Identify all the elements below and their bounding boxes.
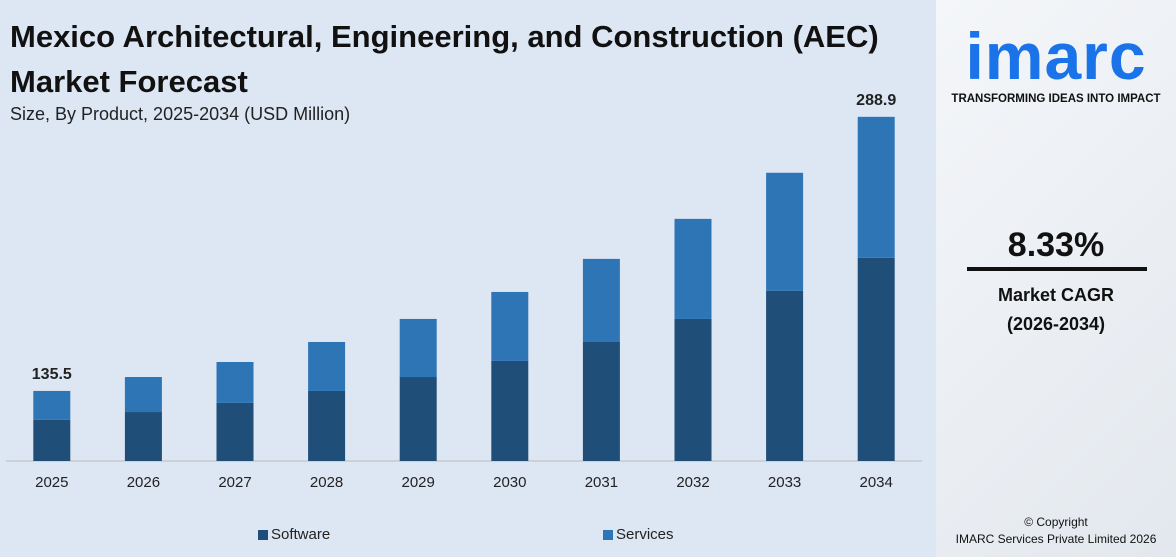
total-label: 135.5 [32,366,72,383]
legend-swatch [258,530,268,540]
cagr-label: Market CAGR [997,285,1115,305]
x-tick-label: 2026 [127,474,160,491]
x-tick-label: 2033 [768,474,801,491]
bar-segment [857,116,895,258]
sidebar: imarc TRANSFORMING IDEAS INTO IMPACT 8.3… [936,0,1176,557]
x-tick-label: 2027 [218,474,251,491]
bar-segment [124,377,162,413]
x-tick-label: 2034 [860,474,893,491]
cagr-value: 8.33% [1007,226,1105,264]
bar-segment [124,412,162,461]
chart-title: Mexico Architectural, Engineering, and C… [10,19,879,99]
bar-segment [33,390,71,420]
chart-panel: Mexico Architectural, Engineering, and C… [0,0,936,557]
x-tick-label: 2030 [493,474,526,491]
bar-segment [674,318,712,461]
total-label: 288.9 [856,92,896,109]
bar-segment [766,290,804,461]
bar-segment [308,390,346,461]
x-tick-label: 2031 [585,474,618,491]
legend-label: Software [271,526,330,543]
bar-segment [399,318,437,378]
bar-segment [674,218,712,319]
divider [967,267,1147,271]
bar-segment [582,341,620,461]
x-tick-label: 2032 [676,474,709,491]
bar-segment [216,362,254,403]
bar-segment [216,402,254,461]
chart-subtitle: Size, By Product, 2025-2034 (USD Million… [10,104,351,124]
bar-segment [399,377,437,461]
legend-swatch [603,530,613,540]
bar-segment [308,341,346,391]
copyright: © Copyright [1024,515,1088,529]
bar-segment [33,419,71,461]
bar-segment [491,291,529,361]
x-tick-label: 2028 [310,474,343,491]
tagline: TRANSFORMING IDEAS INTO IMPACT [951,93,1161,105]
chart: 2025 2026 2027 2028 2029 2030 2031 2032 2033 2034… [6,92,922,543]
x-tick-label: 2029 [402,474,435,491]
cagr-period: (2026-2034) [1006,314,1106,334]
bar-segment [491,360,529,461]
bar-segment [857,257,895,461]
bar-segment [766,172,804,291]
x-tick-label: 2025 [35,474,68,491]
company: IMARC Services Private Limited 2026 [955,532,1157,546]
bar-segment [582,258,620,342]
logo: imarc [965,19,1147,93]
legend-label: Services [616,526,674,543]
